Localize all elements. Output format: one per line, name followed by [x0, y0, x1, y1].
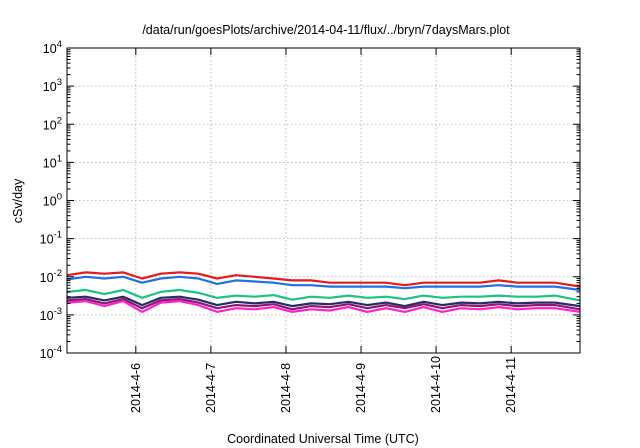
x-tick-label: 2014-4-8	[279, 363, 293, 413]
x-tick-label: 2014-4-11	[504, 357, 518, 413]
y-tick-label: 100	[43, 192, 62, 209]
x-tick-label: 2014-4-7	[204, 363, 218, 413]
series-line	[66, 271, 581, 288]
x-tick-label: 2014-4-6	[129, 363, 143, 413]
series-line	[66, 300, 581, 313]
y-tick-label: 102	[43, 115, 62, 132]
y-axis-label: cSv/day	[11, 178, 25, 223]
series-layer	[66, 271, 581, 313]
chart-title: /data/run/goesPlots/archive/2014-04-11/f…	[142, 23, 510, 37]
series-line	[66, 295, 581, 308]
series-line	[66, 288, 581, 302]
y-tick-label: 104	[43, 39, 62, 56]
y-tick-label: 10-1	[40, 230, 62, 247]
grid	[67, 48, 580, 353]
x-axis-label: Coordinated Universal Time (UTC)	[227, 432, 419, 446]
x-axis: 2014-4-6 2014-4-7 2014-4-8 2014-4-9 2014-4-1…	[129, 48, 518, 413]
x-tick-label: 2014-4-10	[429, 356, 443, 413]
y-axis: 10-4 10-3 10-2 10-1 100 101 102 103 104	[40, 39, 580, 361]
series-line	[66, 298, 581, 311]
y-tick-label: 101	[43, 153, 62, 170]
y-tick-label: 10-2	[40, 268, 62, 285]
y-tick-label: 103	[43, 77, 62, 94]
y-tick-label: 10-4	[40, 344, 62, 361]
x-tick-label: 2014-4-9	[354, 363, 368, 413]
series-line	[66, 275, 581, 292]
y-tick-label: 10-3	[40, 306, 62, 323]
